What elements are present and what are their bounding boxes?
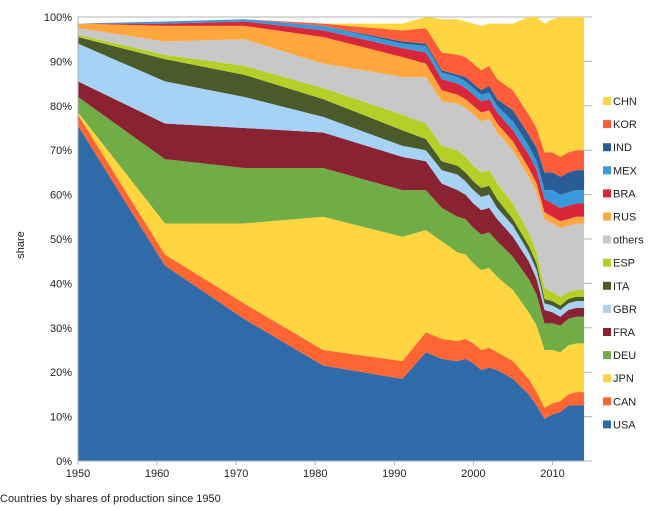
stacked-area-chart: 0% 10% 20% 30% 40% 50% 60% 70% 80% 90% 100% 1950 196… [15,12,644,480]
legend-swatch-rus [603,212,611,221]
y-tick-label: 10% [50,412,72,424]
y-tick-label: 80% [50,101,72,113]
legend-swatch-deu [603,351,611,360]
legend-swatch-chn [603,97,611,105]
x-tick-label: 1970 [224,468,248,480]
legend-swatch-others [603,235,611,244]
chart-caption: Countries by shares of production since … [0,493,221,505]
axes: 0% 10% 20% 30% 40% 50% 60% 70% 80% 90% 100% 1950 196… [44,12,592,480]
legend-swatch-can [603,397,611,406]
area-series [78,17,585,461]
legend-swatch-usa [603,420,611,429]
legend-label-esp: ESP [613,258,635,270]
legend-swatch-ita [603,281,611,290]
legend-label-gbr: GBR [613,304,637,316]
legend-label-ita: ITA [613,281,630,293]
legend-swatch-jpn [603,374,611,383]
legend-swatch-ind [603,143,611,152]
x-tick-label: 1960 [145,468,169,480]
y-tick-label: 0% [56,456,72,468]
area-fra [78,81,585,326]
legend-label-ind: IND [613,142,632,154]
y-axis-title: share [15,231,27,259]
legend-label-mex: MEX [613,165,638,177]
legend-swatch-kor [603,120,611,129]
legend-label-chn: CHN [613,96,637,108]
area-others [78,28,585,297]
x-tick-label: 2010 [540,468,564,480]
legend-label-rus: RUS [613,212,636,224]
area-usa [78,125,585,461]
legend-swatch-mex [603,166,611,175]
legend-swatch-esp [603,258,611,267]
legend-label-bra: BRA [613,188,636,200]
legend-label-fra: FRA [613,327,636,339]
legend-label-kor: KOR [613,119,637,131]
legend-label-others: others [613,235,644,247]
legend-swatch-fra [603,328,611,336]
y-tick-label: 30% [50,323,72,335]
x-tick-label: 1950 [66,468,90,480]
area-chn [78,17,585,157]
y-tick-label: 100% [44,12,72,24]
y-tick-label: 70% [50,145,72,157]
area-gbr [78,43,585,317]
area-rus [78,23,585,228]
y-tick-label: 60% [50,190,72,202]
y-tick-label: 50% [50,234,72,246]
legend-label-can: CAN [613,396,636,408]
area-can [78,114,585,419]
legend: CHN KOR IND MEX BRA RUS others ESP ITA GBR FRA DEU J… [603,96,644,431]
x-tick-label: 2000 [461,468,485,480]
legend-label-deu: DEU [613,350,636,362]
legend-swatch-gbr [603,304,611,313]
legend-label-jpn: JPN [613,373,634,385]
y-tick-label: 90% [50,56,72,68]
chart-container: 0% 10% 20% 30% 40% 50% 60% 70% 80% 90% 100% 1950 196… [15,12,644,480]
legend-label-usa: USA [613,419,636,431]
y-tick-label: 40% [50,278,72,290]
x-tick-label: 1990 [382,468,406,480]
y-tick-label: 20% [50,367,72,379]
area-ita [78,36,585,311]
area-jpn [78,112,585,408]
x-tick-label: 1980 [303,468,327,480]
area-kor [78,19,585,177]
legend-swatch-bra [603,189,611,198]
